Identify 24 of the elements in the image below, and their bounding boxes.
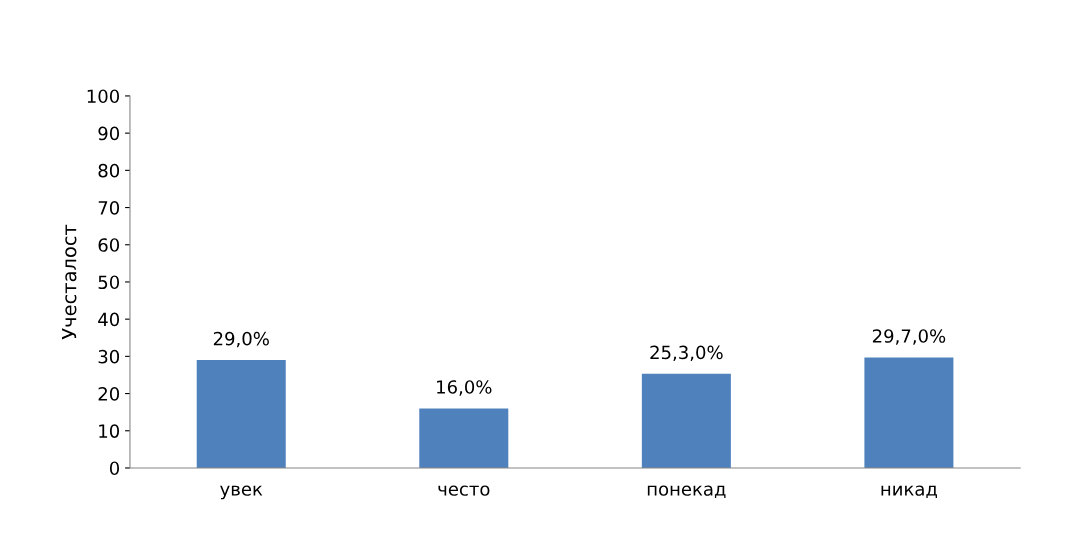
y-tick-label: 90 [98, 126, 120, 141]
y-tick-label: 30 [98, 349, 120, 364]
data-label: 25,3,0% [650, 345, 723, 362]
y-axis-title: Учесталост [62, 224, 77, 340]
bar [196, 360, 286, 468]
y-tick-label: 40 [98, 312, 120, 327]
data-label: 16,0% [437, 380, 492, 396]
y-tick-label: 70 [98, 201, 120, 215]
y-tick-label: 60 [98, 238, 120, 252]
y-tick-label: 0 [109, 461, 120, 476]
x-tick-label: понекад [647, 485, 726, 499]
x-tick-label: увек [220, 485, 263, 500]
y-tick-label: 100 [87, 89, 120, 104]
bar [641, 373, 731, 468]
y-tick-label: 80 [98, 163, 120, 178]
x-tick-label: често [438, 485, 490, 496]
y-tick-label: 20 [98, 387, 120, 401]
data-label: 29,0% [213, 331, 269, 348]
y-tick-label: 10 [99, 424, 120, 438]
bar [864, 357, 954, 468]
bar [419, 408, 509, 468]
x-tick-label: никад [881, 485, 937, 499]
y-tick-label: 50 [98, 275, 120, 290]
data-label: 29,7,0% [872, 329, 946, 345]
